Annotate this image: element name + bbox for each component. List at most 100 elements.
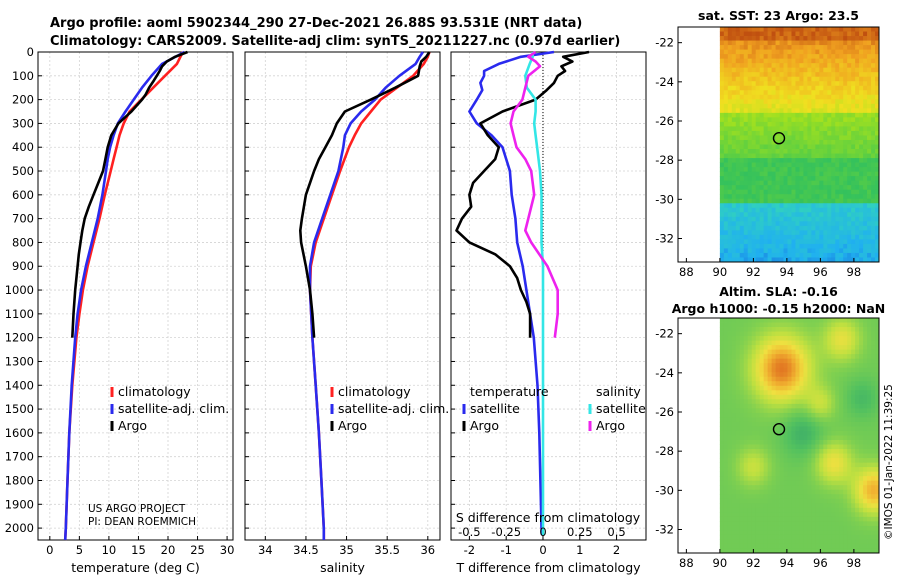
sla_map-cell [775, 548, 780, 554]
sst_map-cell [743, 72, 749, 78]
sla_map-cell [731, 521, 737, 527]
sst_map-cell [863, 221, 868, 227]
sla_map-cell [839, 534, 844, 540]
sla_map-cell [819, 449, 824, 454]
sla_map-cell [783, 548, 788, 554]
sla_map-cell [751, 512, 757, 518]
sst_map-cell [775, 257, 780, 263]
sst_map-cell [735, 144, 741, 150]
sla_map-cell [731, 381, 737, 387]
sst_map-cell [775, 185, 780, 191]
sst_map-cell [867, 234, 872, 240]
sla_map-cell [851, 376, 856, 382]
sla_map-cell [831, 412, 836, 418]
sla_map-cell [775, 345, 780, 351]
sst_map-cell [735, 158, 741, 163]
sla_map-cell [775, 543, 780, 549]
sla_map-cell [767, 385, 772, 391]
sla_map-cell [867, 394, 872, 400]
sst_map-cell [743, 221, 749, 227]
sla_map-cell [775, 403, 780, 409]
sst_map-cell [767, 221, 772, 227]
sst_map-cell [727, 90, 733, 96]
sla_map-cell [775, 512, 780, 518]
sla_map-cell [835, 421, 840, 427]
sst_map-cell [827, 167, 832, 173]
sla_map-cell [783, 327, 788, 332]
sla_map-cell [831, 548, 836, 554]
sla_map-cell [823, 543, 828, 549]
sst_map-cell [779, 194, 784, 200]
sst_map-cell [751, 221, 757, 227]
sst_map-cell [743, 121, 749, 127]
sst_map-cell [783, 72, 788, 78]
sst_map-cell [775, 27, 780, 32]
sla_map-cell [759, 403, 765, 409]
sst_map-cell [835, 99, 840, 105]
sst_map-cell [747, 27, 753, 32]
sst_map-cell [755, 162, 761, 168]
sst_map-cell [843, 162, 848, 168]
sst_map-cell [839, 239, 844, 245]
sla_map-cell [815, 318, 820, 323]
sst_map-cell [839, 31, 844, 37]
sst_map-cell [759, 234, 765, 240]
sst_map-cell [867, 139, 872, 145]
sst_map-cell [819, 139, 824, 145]
sst_map-cell [851, 176, 856, 182]
sst_map-cell [803, 180, 808, 186]
sst_map-cell [859, 239, 864, 245]
sla_map-cell [803, 444, 808, 450]
sla_map-cell [787, 327, 792, 332]
sst_map-cell [771, 149, 776, 154]
sst_map-cell [851, 252, 856, 258]
sst_map-cell [835, 185, 840, 191]
sst_map-cell [755, 121, 761, 127]
difference-salinity-tick-label: 0.25 [567, 525, 593, 539]
sst_map-cell [791, 144, 796, 150]
sst_map-cell [847, 63, 852, 69]
sst_map-cell [791, 121, 796, 127]
sst_map-cell [731, 103, 737, 109]
sst_map-cell [779, 167, 784, 173]
sla_map-cell [779, 440, 784, 445]
sst_map-cell [815, 225, 820, 231]
sst_map-cell [735, 67, 741, 73]
difference-series-satellite-t [468, 50, 555, 536]
sla_map-cell [851, 534, 856, 540]
sla_map-cell [863, 412, 868, 418]
sla_map-cell [791, 385, 796, 391]
sla_map-cell [779, 453, 784, 459]
sst_map-cell [863, 85, 868, 91]
sla_map-cell [719, 390, 725, 396]
sla_map-cell [799, 449, 804, 454]
sst_map-cell [791, 171, 796, 177]
sst_map-cell [723, 153, 729, 159]
sla_map-cell [727, 403, 733, 409]
sla_map-cell [875, 345, 880, 351]
sst_map-cell [755, 144, 761, 150]
sla_map-cell [787, 421, 792, 427]
sla_map-cell [731, 494, 737, 500]
sla_map-cell [839, 471, 844, 477]
sst_map-cell [839, 103, 844, 109]
sla_map-cell [851, 525, 856, 531]
sst_map-cell [727, 144, 733, 150]
sla_map-cell [867, 376, 872, 382]
sst_map-cell [867, 94, 872, 100]
sla_map-cell [795, 539, 800, 545]
sla_map-cell [875, 430, 880, 436]
sla_map-cell [863, 349, 868, 355]
sst_map-cell [847, 81, 852, 87]
sst_map-cell [763, 139, 769, 145]
sst_map-cell [719, 27, 725, 32]
plot-panels: 0 5 10 15 20 25 300100200300400500600700800900… [5, 8, 886, 575]
sst_map-cell [863, 99, 868, 105]
sla_map-cell [815, 417, 820, 423]
sla_map-cell [775, 385, 780, 391]
sla_map-cell [783, 340, 788, 346]
sla_map-cell [859, 534, 864, 540]
sla_map-cell [855, 331, 860, 337]
sla_map-cell [803, 385, 808, 391]
sla_map-cell [871, 512, 876, 518]
